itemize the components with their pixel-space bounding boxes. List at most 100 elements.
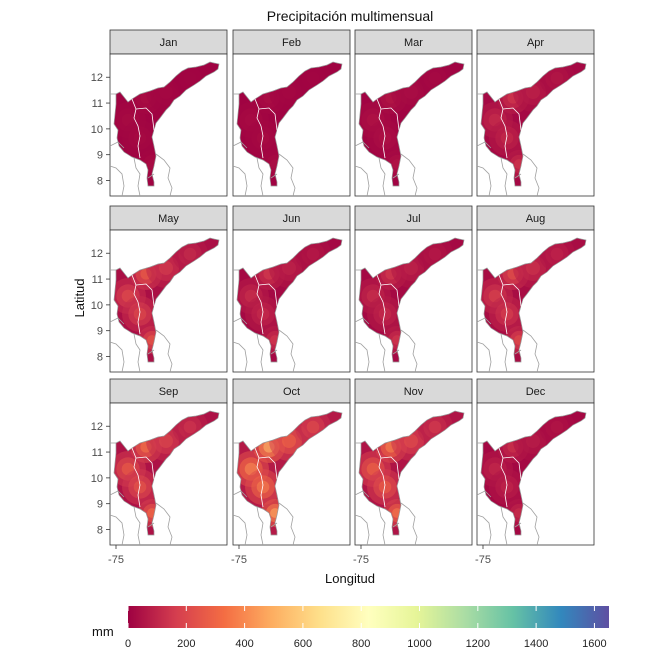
region-outline	[113, 61, 220, 187]
legend-tick-label: 800	[352, 638, 370, 650]
neighbor-boundary	[155, 329, 173, 373]
facet-label: Jan	[160, 37, 178, 49]
neighbor-boundary	[354, 341, 370, 373]
neighbor-boundary	[476, 514, 492, 546]
neighbor-boundary	[400, 153, 418, 197]
neighbor-boundary	[514, 173, 522, 179]
facet-strip	[476, 205, 595, 231]
facet-label: Jun	[283, 213, 301, 225]
y-tick-label: 8	[97, 352, 103, 364]
facet-strip	[476, 29, 595, 55]
facet-label: May	[158, 213, 179, 225]
department-boundary	[153, 305, 161, 321]
neighbor-boundary	[378, 333, 386, 373]
y-tick-label: 11	[92, 447, 103, 459]
x-tick-label: -75	[108, 554, 124, 566]
y-tick-label: 9	[97, 499, 103, 511]
neighbor-boundary	[378, 506, 386, 546]
neighbor-boundary	[500, 157, 508, 197]
facet-strip	[232, 378, 351, 404]
y-tick-label: 9	[97, 326, 103, 338]
department-boundary	[380, 283, 400, 307]
legend-colorbar	[128, 606, 609, 628]
y-tick-label: 10	[91, 473, 103, 485]
y-axis-title: Latitud	[72, 278, 87, 317]
x-axis-title: Longitud	[325, 571, 375, 586]
department-boundary	[153, 129, 161, 145]
region-outline	[480, 410, 587, 536]
y-tick-label: 8	[97, 525, 103, 537]
neighbor-boundary	[133, 157, 141, 197]
neighbor-boundary	[270, 173, 278, 179]
region-outline	[113, 237, 220, 363]
neighbor-boundary	[278, 502, 296, 546]
facet-label: Feb	[282, 37, 301, 49]
neighbor-boundary	[500, 506, 508, 546]
y-tick-label: 8	[97, 176, 103, 188]
x-tick-label: -75	[353, 554, 369, 566]
neighbor-boundary	[476, 165, 492, 197]
facet-panel-apr: Apr	[476, 29, 595, 197]
neighbor-boundary	[256, 157, 264, 197]
neighbor-boundary	[155, 502, 173, 546]
neighbor-boundary	[109, 514, 125, 546]
department-boundary	[276, 305, 284, 321]
facet-panel-jul: Jul	[354, 205, 473, 373]
department-boundary	[398, 129, 406, 145]
neighbor-boundary	[400, 329, 418, 373]
neighbor-boundary	[109, 165, 125, 197]
legend-tick-label: 1400	[524, 638, 548, 650]
chart-title: Precipitación multimensual	[267, 8, 434, 24]
department-boundary	[520, 305, 528, 321]
department-boundary	[135, 283, 155, 307]
facet-label: Sep	[159, 386, 179, 398]
neighbor-boundary	[522, 153, 540, 197]
neighbor-boundary	[392, 349, 400, 355]
department-boundary	[276, 129, 284, 145]
y-tick-label: 12	[91, 421, 103, 433]
facet-panel-aug: Aug	[476, 205, 595, 373]
neighbor-boundary	[155, 153, 173, 197]
neighbor-boundary	[514, 349, 522, 355]
department-boundary	[520, 129, 528, 145]
legend-tick-label: 400	[235, 638, 253, 650]
legend-tick-label: 200	[177, 638, 195, 650]
department-boundary	[520, 478, 528, 494]
region-outline	[236, 410, 343, 536]
neighbor-boundary	[270, 522, 278, 528]
department-boundary	[153, 478, 161, 494]
region-outline	[480, 237, 587, 363]
region-outline	[113, 410, 220, 536]
neighbor-boundary	[133, 333, 141, 373]
facet-strip	[354, 378, 473, 404]
y-tick-label: 10	[91, 124, 103, 136]
department-boundary	[258, 283, 278, 307]
facet-panel-jan: Jan	[109, 29, 228, 197]
region-outline	[236, 237, 343, 363]
y-tick-label: 12	[91, 248, 103, 260]
legend-tick-label: 600	[294, 638, 312, 650]
y-axis: 12 11 10 9 8 12 11 10 9 8 12 11 10 9 8	[91, 72, 110, 537]
facet-label: Jul	[406, 213, 420, 225]
legend-tick-label: 1000	[407, 638, 431, 650]
neighbor-boundary	[147, 522, 155, 528]
neighbor-boundary	[514, 522, 522, 528]
department-boundary	[502, 107, 522, 131]
neighbor-boundary	[278, 329, 296, 373]
neighbor-boundary	[500, 333, 508, 373]
neighbor-boundary	[400, 502, 418, 546]
y-tick-label: 9	[97, 150, 103, 162]
facet-panel-sep: Sep	[109, 378, 228, 546]
facet-panel-may: May	[109, 205, 228, 373]
facet-panel-nov: Nov	[354, 378, 473, 546]
neighbor-boundary	[392, 522, 400, 528]
department-boundary	[135, 107, 155, 131]
neighbor-boundary	[278, 153, 296, 197]
region-outline	[480, 61, 587, 187]
facet-panel-dec: Dec	[476, 378, 595, 546]
facet-label: Nov	[404, 386, 424, 398]
department-boundary	[276, 478, 284, 494]
neighbor-boundary	[270, 349, 278, 355]
neighbor-boundary	[476, 341, 492, 373]
